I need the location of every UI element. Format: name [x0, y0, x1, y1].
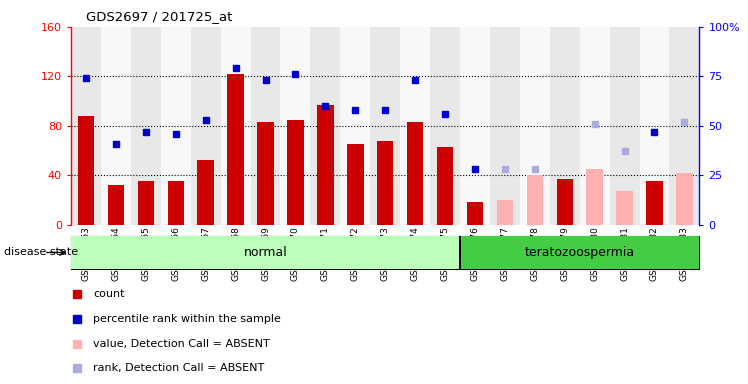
Bar — [430, 27, 460, 225]
Bar — [317, 105, 334, 225]
Bar — [460, 27, 490, 225]
Bar — [251, 27, 280, 225]
Bar — [370, 27, 400, 225]
Bar — [287, 119, 304, 225]
Text: rank, Detection Call = ABSENT: rank, Detection Call = ABSENT — [93, 363, 264, 373]
Bar — [459, 236, 462, 269]
Bar — [78, 116, 94, 225]
Text: percentile rank within the sample: percentile rank within the sample — [93, 314, 281, 324]
Bar — [280, 27, 310, 225]
Bar — [527, 175, 543, 225]
Bar — [646, 181, 663, 225]
Bar — [616, 191, 633, 225]
Bar — [400, 27, 430, 225]
Bar — [71, 27, 101, 225]
Text: count: count — [93, 290, 125, 300]
Bar — [610, 27, 640, 225]
Bar — [310, 27, 340, 225]
Bar — [221, 27, 251, 225]
Bar — [669, 27, 699, 225]
Bar — [347, 144, 364, 225]
Text: normal: normal — [244, 246, 287, 259]
Text: disease state: disease state — [4, 247, 78, 258]
Bar — [460, 236, 699, 269]
Bar — [437, 147, 453, 225]
Bar — [138, 181, 154, 225]
Bar — [340, 27, 370, 225]
Bar — [640, 27, 669, 225]
Bar — [377, 141, 393, 225]
Bar — [497, 200, 513, 225]
Bar — [520, 27, 550, 225]
Bar — [191, 27, 221, 225]
Bar — [580, 27, 610, 225]
Bar — [71, 236, 460, 269]
Bar — [490, 27, 520, 225]
Bar — [108, 185, 124, 225]
Bar — [131, 27, 161, 225]
Bar — [467, 202, 483, 225]
Bar — [101, 27, 131, 225]
Bar — [557, 179, 573, 225]
Bar — [227, 74, 244, 225]
Bar — [586, 169, 603, 225]
Bar — [550, 27, 580, 225]
Bar — [161, 27, 191, 225]
Text: value, Detection Call = ABSENT: value, Detection Call = ABSENT — [93, 339, 270, 349]
Bar — [168, 181, 184, 225]
Bar — [676, 173, 693, 225]
Bar — [407, 122, 423, 225]
Bar — [257, 122, 274, 225]
Text: GDS2697 / 201725_at: GDS2697 / 201725_at — [86, 10, 233, 23]
Bar — [197, 161, 214, 225]
Text: teratozoospermia: teratozoospermia — [524, 246, 635, 259]
